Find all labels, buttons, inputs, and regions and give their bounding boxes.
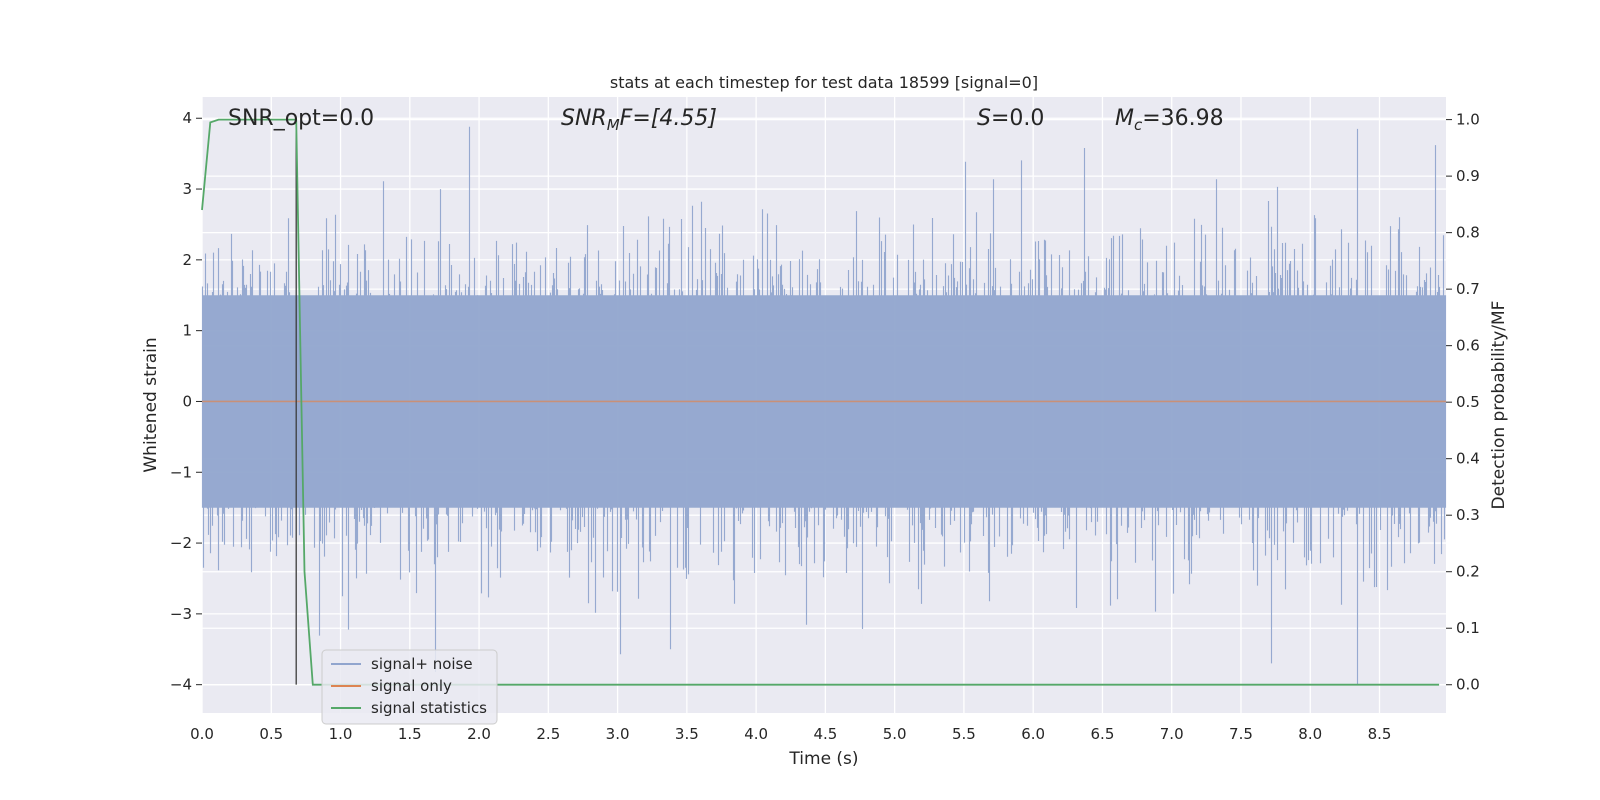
legend-label-signal-statistics: signal statistics (371, 699, 487, 717)
y2-tick-label: 1.0 (1456, 111, 1480, 129)
y-tick-label: −1 (170, 463, 192, 481)
y-tick-label: 1 (182, 322, 192, 340)
x-tick-label: 3.0 (606, 725, 630, 743)
x-tick-label: 2.0 (467, 725, 491, 743)
legend-box (321, 649, 498, 725)
y2-tick-label: 0.5 (1456, 393, 1480, 411)
y-tick-label: −4 (170, 676, 192, 694)
y-tick-label: 2 (182, 251, 192, 269)
y-axis-ticks: 4 3 2 1 0 −1 −2 −3 −4 (170, 109, 202, 694)
y2-axis-ticks: 1.0 0.9 0.8 0.7 0.6 0.5 0.4 0.3 0.2 0.1 0.0 (1446, 111, 1480, 694)
legend-label-signal-noise: signal+ noise (371, 655, 473, 673)
legend: signal+ noise signal only signal statist… (321, 649, 498, 725)
y-tick-label: 0 (182, 392, 192, 410)
series-signal-statistics (201, 118, 1440, 686)
y-tick-label: 4 (182, 109, 192, 127)
x-tick-label: 6.5 (1091, 725, 1115, 743)
y2-tick-label: 0.7 (1456, 280, 1480, 298)
y2-tick-label: 0.6 (1456, 337, 1480, 355)
y2-tick-label: 0.0 (1456, 676, 1480, 694)
x-tick-label: 3.5 (675, 725, 699, 743)
annotation-snr-mf-rest: F=[4.55] (620, 106, 717, 131)
x-tick-label: 5.5 (952, 725, 976, 743)
annotation-mc-rest: =36.98 (1142, 106, 1223, 131)
y2-tick-label: 0.1 (1456, 619, 1480, 637)
y2-tick-label: 0.3 (1456, 506, 1480, 524)
x-tick-label: 1.0 (329, 725, 353, 743)
annotation-mc-var: M (1115, 106, 1134, 131)
y2-tick-label: 0.9 (1456, 167, 1480, 185)
x-tick-label: 8.0 (1298, 725, 1322, 743)
annotation-snr-mf-sub: M (607, 116, 620, 134)
y-tick-label: 3 (182, 180, 192, 198)
x-tick-label: 5.0 (883, 725, 907, 743)
x-tick-label: 6.0 (1021, 725, 1045, 743)
x-tick-label: 1.5 (398, 725, 422, 743)
x-axis-ticks: 0.0 0.5 1.0 1.5 2.0 2.5 3.0 3.5 4.0 4.5 5.0 5.5 6.0 6… (190, 725, 1391, 743)
y2-axis-label: Detection probability/MF (1489, 301, 1509, 510)
y2-tick-label: 0.8 (1456, 224, 1480, 242)
annotation-mc-sub: c (1134, 116, 1143, 134)
y-tick-label: −2 (170, 534, 192, 552)
x-tick-label: 8.5 (1368, 725, 1392, 743)
x-tick-label: 0.0 (190, 725, 214, 743)
annotation-mc: Mc=36.98 (1115, 106, 1224, 134)
chart-title: stats at each timestep for test data 185… (610, 73, 1038, 92)
annotation-snr-mf-base: SNR (561, 106, 607, 131)
annotation-snr-opt: SNR_opt=0.0 (228, 106, 374, 131)
x-tick-label: 4.5 (813, 725, 837, 743)
annotation-s-rest: =0.0 (991, 106, 1044, 131)
annotation-s: S=0.0 (977, 106, 1044, 131)
y2-tick-label: 0.2 (1456, 563, 1480, 581)
x-tick-label: 0.5 (259, 725, 283, 743)
x-tick-label: 2.5 (536, 725, 560, 743)
x-tick-label: 4.0 (744, 725, 768, 743)
y2-tick-label: 0.4 (1456, 450, 1480, 468)
y-axis-label: Whitened strain (141, 337, 161, 472)
x-tick-label: 7.5 (1229, 725, 1253, 743)
annotation-snr-mf: SNRMF=[4.55] (561, 106, 717, 134)
y-tick-label: −3 (170, 605, 192, 623)
x-tick-label: 7.0 (1160, 725, 1184, 743)
legend-label-signal-only: signal only (371, 677, 452, 695)
stats-line (201, 118, 1440, 686)
annotation-s-var: S (977, 106, 991, 131)
x-axis-label: Time (s) (788, 749, 858, 769)
